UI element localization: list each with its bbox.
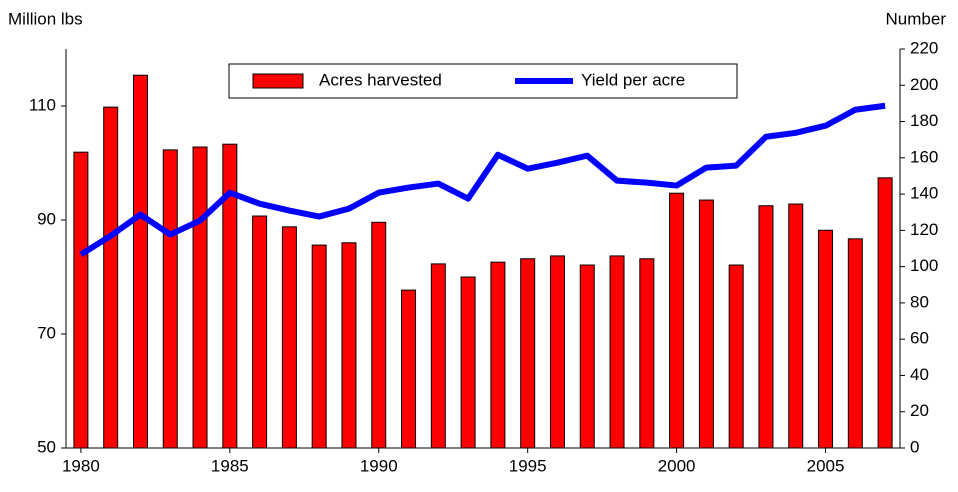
x-tick-label: 1995 [509,456,547,475]
bar [162,149,178,449]
y2-tick-label: 160 [910,147,938,166]
bar [341,242,357,449]
bar [281,226,297,449]
legend-label: Acres harvested [319,70,442,89]
bar [847,238,863,449]
bar [192,146,208,449]
bar [609,255,625,449]
legend-box [228,63,738,99]
bar [698,199,714,449]
bar [490,261,506,449]
bar [371,221,387,449]
x-tick-label: 1990 [360,456,398,475]
bar [430,263,446,449]
bar [579,264,595,449]
bar [758,205,774,449]
y-tick-label: 110 [29,95,56,114]
y2-tick-label: 180 [910,111,938,130]
bar [311,244,327,449]
x-tick-label: 2000 [658,456,696,475]
y2-tick-label: 20 [910,401,929,420]
bar [669,192,685,449]
y2-tick-label: 100 [910,256,938,275]
bar [788,203,804,449]
bar [460,276,476,449]
y2-axis-title: Number [886,9,947,28]
x-tick-label: 2005 [807,456,845,475]
legend-swatch [252,73,304,89]
bar [818,229,834,449]
y-tick-label: 70 [37,323,56,342]
y2-tick-label: 0 [910,437,919,456]
y2-tick-label: 40 [910,365,929,384]
bar [73,151,89,449]
y-tick-label: 90 [37,209,56,228]
bar [728,264,744,449]
x-tick-label: 1985 [211,456,249,475]
bar [877,177,893,449]
bar [639,258,655,449]
line-series [79,102,886,258]
y2-tick-label: 140 [910,184,938,203]
bar [252,215,268,449]
y2-tick-label: 80 [910,292,929,311]
bar [549,255,565,449]
y-tick-label: 50 [37,437,56,456]
bar [401,289,417,449]
x-tick-label: 1980 [62,456,100,475]
legend-label: Yield per acre [581,70,685,89]
y-axis-title: Million lbs [8,9,83,28]
bar [132,74,148,449]
bar [103,106,119,449]
y2-tick-label: 120 [910,220,938,239]
y2-tick-label: 220 [910,38,938,57]
y2-tick-label: 200 [910,75,938,94]
bar [520,258,536,449]
y2-tick-label: 60 [910,329,929,348]
